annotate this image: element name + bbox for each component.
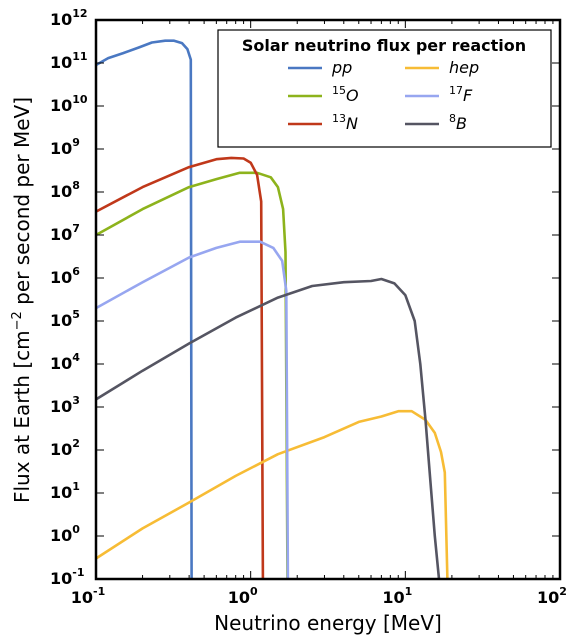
series-hep-line [95, 409, 449, 580]
y-tick-label: 104 [50, 351, 80, 373]
plot-frame [94, 18, 562, 581]
series-n13-line [95, 156, 265, 580]
y-tick-labels: 10-1 100 101 102 103 104 105 106 107 108 109 1010 10… [50, 7, 88, 588]
y-tick-label: 100 [50, 523, 80, 545]
y-tick-label: 102 [50, 437, 80, 459]
y-axis-label: Flux at Earth [cm−2 per second per MeV] [10, 97, 34, 503]
y-tick-label: 1011 [50, 50, 88, 72]
y-tick-label: 1012 [50, 7, 88, 29]
legend-label-o15: 15O [332, 84, 359, 105]
x-tick-labels: 10-1 100 101 102 [71, 585, 567, 607]
legend-label-hep: hep [449, 58, 479, 77]
legend-label-b8: 8B [449, 112, 467, 133]
series-layer [95, 39, 449, 580]
y-tick-label: 101 [50, 480, 80, 502]
series-b8-line [95, 277, 441, 580]
y-tick-label: 109 [50, 136, 80, 158]
y-tick-label: 108 [50, 179, 80, 201]
series-f17-line [95, 240, 290, 580]
x-tick-label: 102 [537, 585, 567, 607]
y-tick-label: 1010 [50, 93, 88, 115]
x-tick-label: 101 [382, 585, 412, 607]
legend-title: Solar neutrino flux per reaction [242, 36, 526, 55]
x-tick-label: 100 [228, 585, 258, 607]
legend-label-pp: pp [331, 58, 352, 77]
x-tick-label: 10-1 [71, 585, 106, 607]
y-tick-label: 107 [50, 222, 80, 244]
series-pp-line [95, 39, 193, 580]
legend: Solar neutrino flux per reaction pp 15O 13… [217, 29, 552, 148]
ticks-layer [95, 19, 561, 580]
legend-items: pp 15O 13N hep 17F 8B [288, 58, 479, 133]
y-tick-label: 10-1 [50, 566, 85, 588]
legend-label-f17: 17F [449, 84, 473, 105]
legend-box [217, 29, 552, 148]
y-tick-label: 103 [50, 394, 80, 416]
x-axis-label: Neutrino energy [MeV] [214, 611, 442, 635]
y-tick-label: 106 [50, 265, 80, 287]
legend-label-n13: 13N [332, 112, 358, 133]
y-tick-label: 105 [50, 308, 80, 330]
